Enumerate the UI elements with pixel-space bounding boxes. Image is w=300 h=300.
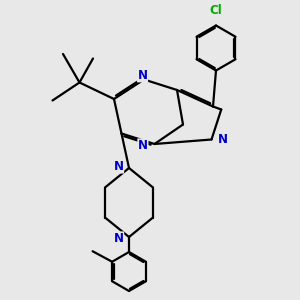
Text: N: N bbox=[218, 133, 228, 146]
Text: Cl: Cl bbox=[210, 4, 222, 17]
Text: N: N bbox=[138, 139, 148, 152]
Text: N: N bbox=[137, 69, 148, 82]
Text: N: N bbox=[114, 160, 124, 173]
Text: N: N bbox=[114, 232, 124, 245]
